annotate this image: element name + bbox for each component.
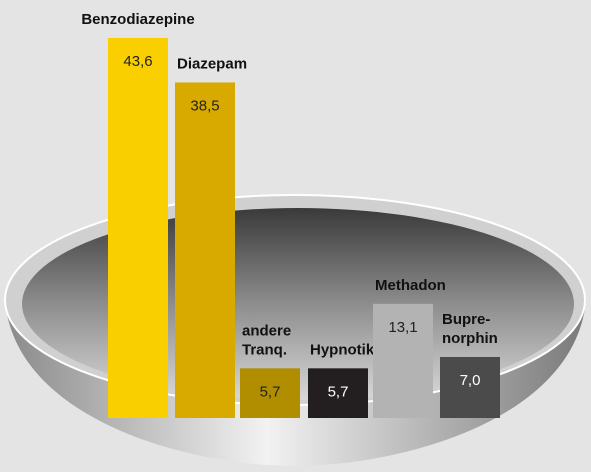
bar: [440, 356, 500, 418]
category-label: norphin: [442, 330, 498, 347]
category-label: Benzodiazepine: [81, 11, 194, 28]
category-label: andere: [242, 322, 291, 339]
value-label: 5,7: [328, 383, 349, 400]
bar: [373, 303, 433, 418]
bar: [240, 368, 300, 418]
category-label: Tranq.: [242, 341, 287, 358]
value-label: 38,5: [190, 97, 219, 114]
value-label: 43,6: [123, 53, 152, 70]
category-label: Bupre-: [442, 311, 490, 328]
value-label: 7,0: [460, 372, 481, 389]
bar: [108, 38, 168, 418]
category-label: Hypnotika: [310, 341, 383, 358]
value-label: 13,1: [388, 319, 417, 336]
value-label: 5,7: [260, 383, 281, 400]
bar: [308, 368, 368, 418]
category-label: Methadon: [375, 277, 446, 294]
bar: [175, 82, 235, 419]
category-label: Diazepam: [177, 55, 247, 72]
